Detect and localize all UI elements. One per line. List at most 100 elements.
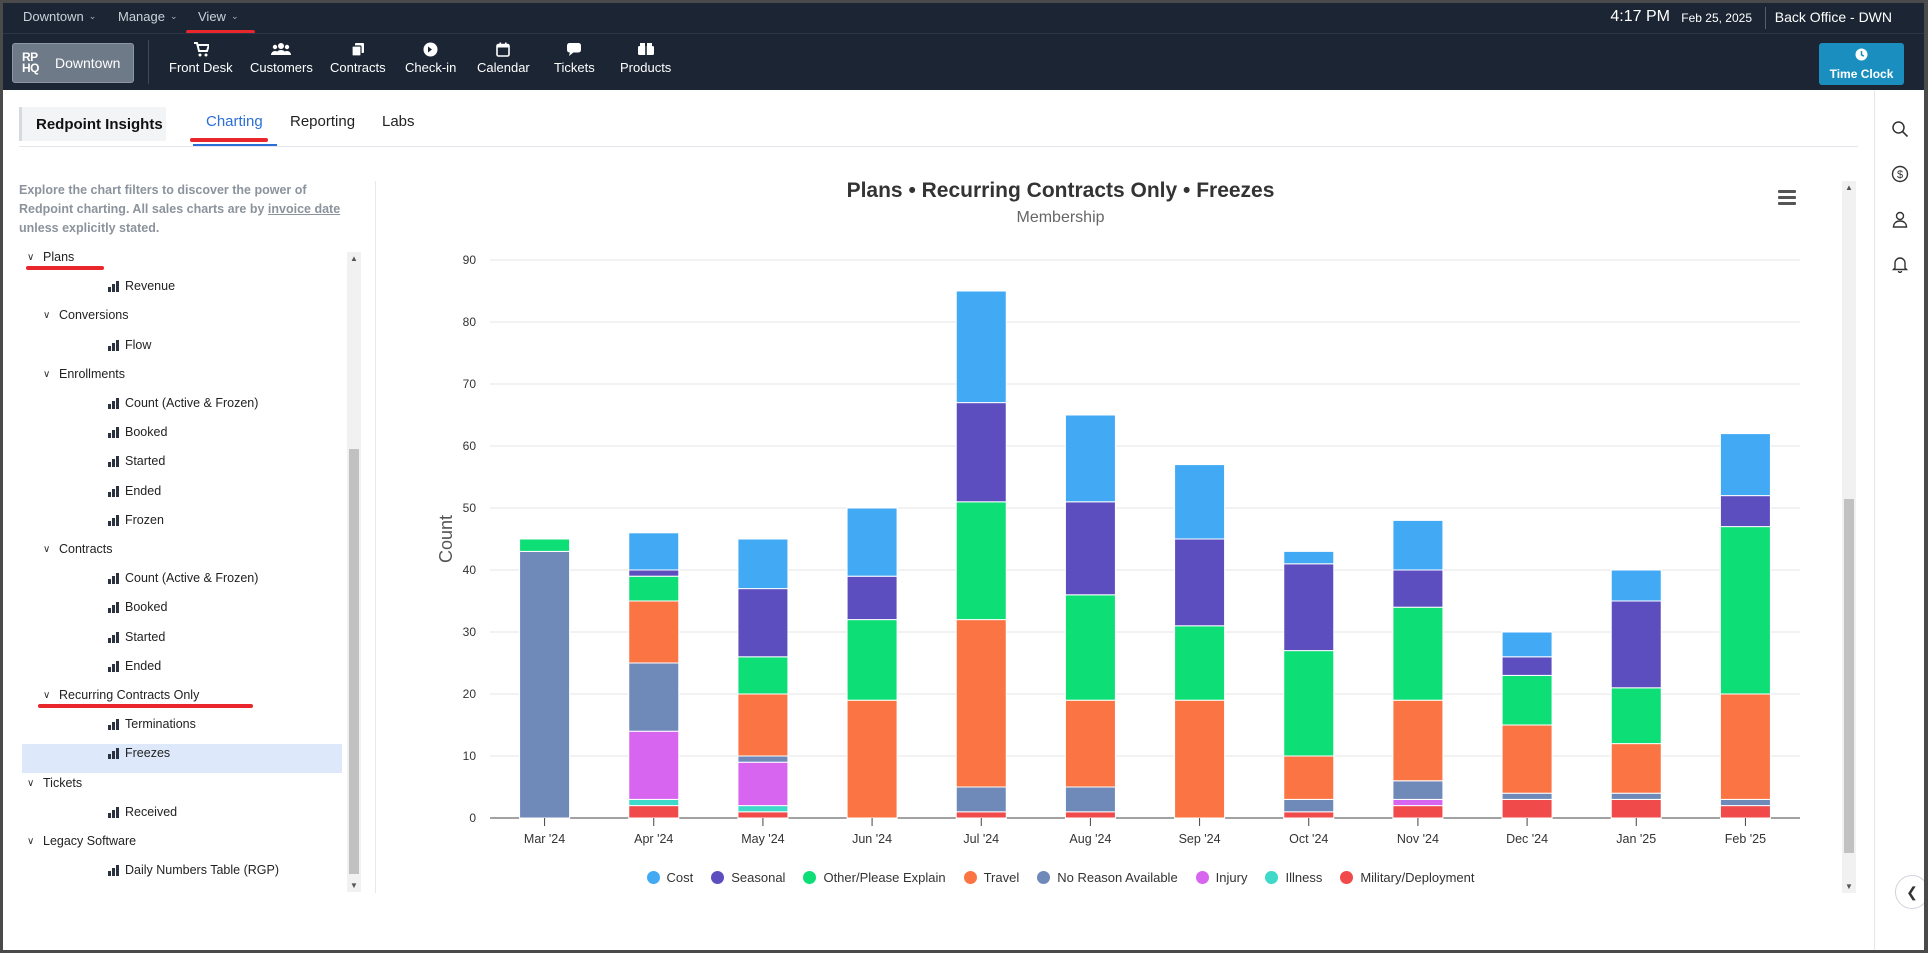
- divider: [148, 40, 149, 84]
- tree-item[interactable]: Count (Active & Frozen): [108, 571, 258, 585]
- location-switcher[interactable]: RP HQ Downtown: [12, 43, 134, 83]
- tree-item[interactable]: Count (Active & Frozen): [108, 396, 258, 410]
- chart-scrollbar[interactable]: ▲ ▼: [1842, 181, 1856, 893]
- bar-segment: [955, 501, 1007, 621]
- nav-customers[interactable]: Customers: [250, 40, 313, 75]
- bar-segment: [1283, 755, 1335, 800]
- nav-label: Products: [620, 60, 672, 75]
- tree-item[interactable]: Frozen: [108, 513, 164, 527]
- tab-charting[interactable]: Charting: [206, 113, 263, 130]
- nav-products[interactable]: Products: [620, 40, 671, 75]
- bar-segment: [1174, 538, 1226, 627]
- tree-group[interactable]: ∨ Plans: [27, 250, 74, 264]
- tree-item[interactable]: Terminations: [108, 717, 196, 731]
- tree-item[interactable]: Booked: [108, 600, 167, 614]
- nav-check-in[interactable]: Check-in: [405, 40, 456, 75]
- bar-segment: [737, 811, 789, 819]
- legend-item[interactable]: Illness: [1265, 870, 1322, 885]
- tree-item-label: Count (Active & Frozen): [125, 396, 259, 410]
- tree-item[interactable]: Ended: [108, 484, 161, 498]
- tree-item[interactable]: Daily Numbers Table (RGP): [108, 863, 279, 877]
- nav-contracts[interactable]: Contracts: [330, 40, 386, 75]
- office-selector[interactable]: Back Office - DWN: [1774, 9, 1892, 25]
- tab-reporting[interactable]: Reporting: [290, 113, 356, 130]
- bar-segment: [1501, 631, 1553, 658]
- user-icon[interactable]: [1891, 210, 1909, 233]
- tree-item[interactable]: Ended: [108, 659, 161, 673]
- bar-segment: [1064, 699, 1116, 788]
- legend-item[interactable]: No Reason Available: [1037, 870, 1178, 885]
- chevron-down-icon: ∨: [27, 251, 35, 263]
- bar-segment: [628, 532, 680, 571]
- bar-segment: [1174, 464, 1226, 540]
- tree-group[interactable]: ∨ Conversions: [43, 308, 128, 322]
- legend-label: Seasonal: [731, 870, 786, 885]
- chart-menu-icon[interactable]: [1778, 190, 1796, 208]
- bell-icon[interactable]: [1891, 255, 1909, 278]
- chevron-down-icon: ⌄: [230, 11, 239, 21]
- nav-calendar[interactable]: Calendar: [477, 40, 530, 75]
- collapse-panel-button[interactable]: ❮: [1895, 875, 1924, 909]
- tree-scrollbar[interactable]: ▲ ▼: [347, 252, 361, 892]
- legend-item[interactable]: Injury: [1195, 870, 1247, 885]
- nav-tickets[interactable]: Tickets: [554, 40, 595, 75]
- bar-segment: [1283, 550, 1335, 565]
- legend-item[interactable]: Seasonal: [711, 870, 785, 885]
- time-clock-button[interactable]: Time Clock: [1819, 43, 1904, 85]
- tree-item-label: Booked: [125, 600, 168, 614]
- bar-segment: [1064, 594, 1116, 701]
- tree-item[interactable]: Received: [108, 805, 177, 819]
- tree-group[interactable]: ∨ Enrollments: [43, 367, 125, 381]
- y-tick-label: 60: [463, 439, 477, 453]
- invoice-date-link[interactable]: invoice date: [267, 202, 341, 216]
- bar-segment: [846, 575, 898, 621]
- tree-item-label: Conversions: [59, 308, 129, 322]
- tab-labs[interactable]: Labs: [382, 113, 415, 130]
- legend-swatch: [803, 871, 817, 884]
- calendar-icon: [496, 40, 511, 58]
- tree-group[interactable]: ∨ Contracts: [43, 542, 113, 556]
- legend-item[interactable]: Travel: [963, 870, 1019, 885]
- chevron-left-icon: ❮: [1906, 883, 1918, 900]
- scroll-up-icon[interactable]: ▲: [1845, 183, 1853, 192]
- chart-tree: ∨ Plans Revenue ∨ Conversions Flow ∨ Enrollment…: [22, 249, 344, 891]
- tree-item[interactable]: Started: [108, 454, 165, 468]
- bar-chart-icon: [108, 485, 119, 497]
- scroll-down-icon[interactable]: ▼: [350, 881, 358, 890]
- search-icon[interactable]: [1891, 120, 1909, 143]
- bar-chart-icon: [108, 280, 119, 292]
- legend-item[interactable]: Cost: [646, 870, 693, 885]
- tree-group[interactable]: ∨ Tickets: [27, 776, 82, 790]
- tree-item[interactable]: Flow: [108, 338, 151, 352]
- scrollbar-thumb[interactable]: [1844, 499, 1854, 853]
- tree-item[interactable]: Started: [108, 630, 165, 644]
- legend-item[interactable]: Military/Deployment: [1340, 870, 1474, 885]
- menu-manage[interactable]: Manage ⌄: [118, 9, 178, 24]
- tree-item[interactable]: Booked: [108, 425, 167, 439]
- bar-segment: [1283, 811, 1335, 819]
- bar-segment: [1174, 699, 1226, 819]
- tree-group[interactable]: ∨ Legacy Software: [27, 834, 136, 848]
- x-tick-label: Oct '24: [1289, 832, 1328, 846]
- scroll-down-icon[interactable]: ▼: [1845, 882, 1853, 891]
- bar-segment: [1283, 563, 1335, 652]
- nav-front-desk[interactable]: Front Desk: [169, 40, 233, 75]
- tree-item[interactable]: Freezes: [108, 746, 170, 760]
- bar-segment: [1610, 687, 1662, 745]
- legend-swatch: [646, 871, 660, 884]
- tree-item-label: Ended: [125, 659, 162, 673]
- contracts-icon: [351, 40, 365, 58]
- scrollbar-thumb[interactable]: [349, 449, 359, 874]
- bar-segment: [628, 575, 680, 602]
- dollar-icon[interactable]: $: [1891, 165, 1909, 188]
- legend-item[interactable]: Other/Please Explain: [803, 870, 946, 885]
- active-tab-indicator: [193, 144, 277, 146]
- x-tick-label: Mar '24: [524, 832, 565, 846]
- menu-view[interactable]: View ⌄: [198, 9, 239, 24]
- menu-view-label: View: [198, 9, 226, 24]
- scroll-up-icon[interactable]: ▲: [350, 254, 358, 263]
- legend-swatch: [963, 871, 977, 884]
- menu-location[interactable]: Downtown ⌄: [23, 9, 96, 24]
- tree-group[interactable]: ∨ Recurring Contracts Only: [43, 688, 199, 702]
- tree-item[interactable]: Revenue: [108, 279, 175, 293]
